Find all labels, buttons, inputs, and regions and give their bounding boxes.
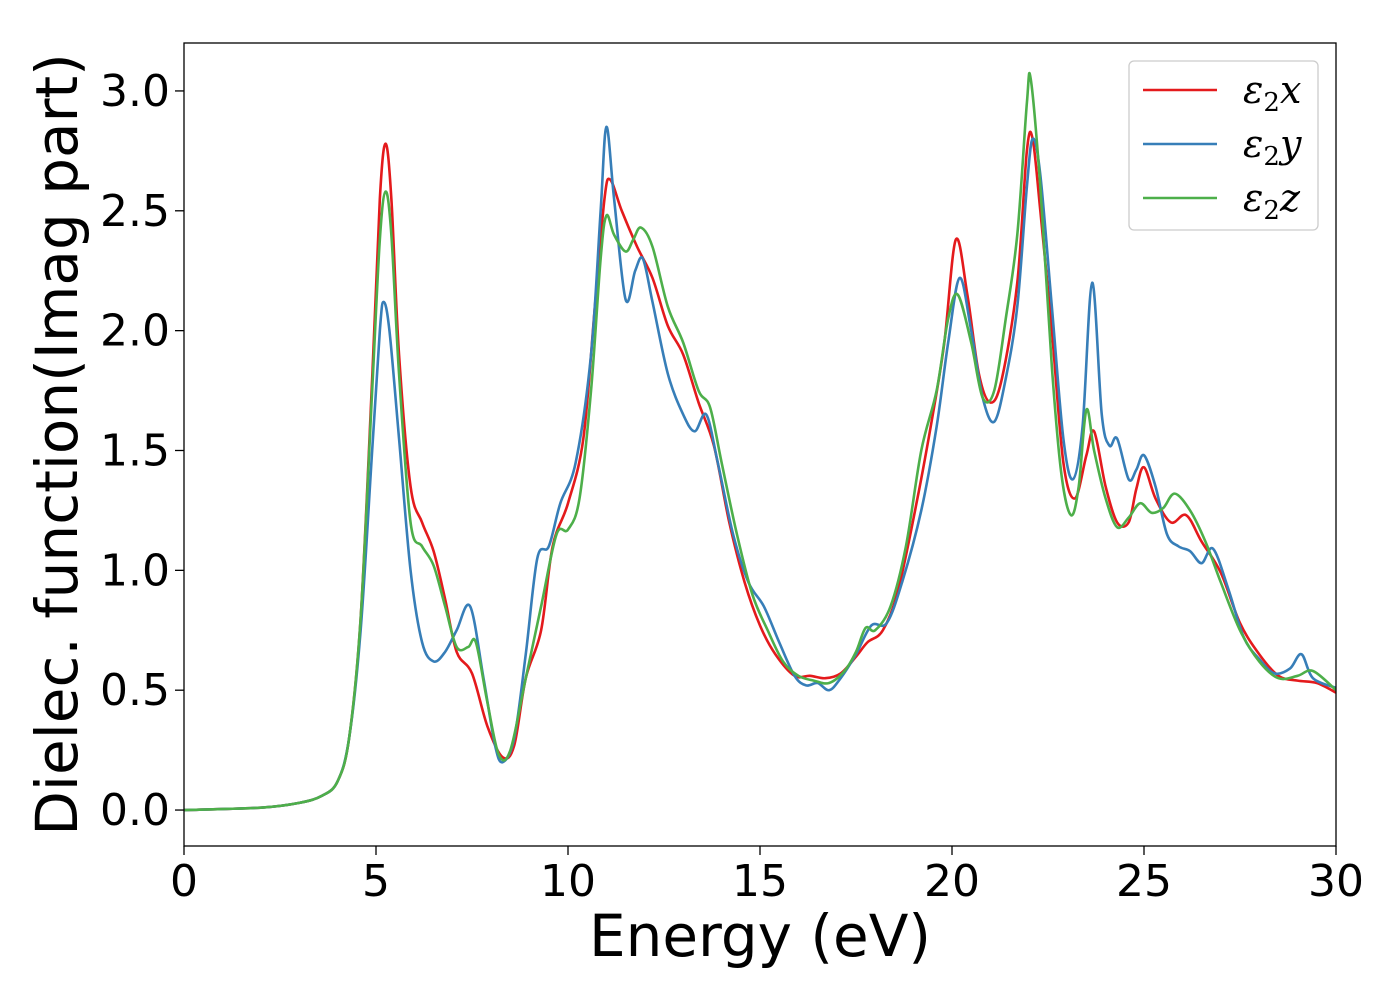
y-axis-label: Dielec. function(Imag part) [23,53,91,836]
legend-box [1128,60,1319,231]
x-tick-label: 10 [540,856,596,907]
x-tick-label: 25 [1116,856,1172,907]
y-tick-label: 0.5 [100,665,170,716]
y-axis: 0.0 0.5 1.0 1.5 2.0 2.5 3.0 [100,66,184,836]
y-tick-label: 1.5 [100,425,170,476]
legend-label-z: ε2z [1243,176,1301,226]
y-tick-label: 1.0 [100,545,170,596]
x-tick-label: 30 [1308,856,1364,907]
y-tick-label: 2.5 [100,186,170,237]
series-line-z [184,71,1336,812]
y-tick-label: 3.0 [100,66,170,117]
series-layer [184,71,1336,812]
x-axis-label: Energy (eV) [589,902,931,970]
legend-label-x: ε2x [1243,68,1301,118]
x-tick-label: 20 [924,856,980,907]
y-tick-label: 2.0 [100,306,170,357]
y-tick-label: 0.0 [100,785,170,836]
x-tick-label: 15 [732,856,788,907]
legend-label-y: ε2y [1243,122,1302,172]
x-tick-label: 0 [170,856,198,907]
series-line-x [184,130,1336,812]
x-axis: 0 5 10 15 20 25 30 [170,846,1364,907]
x-tick-label: 5 [362,856,390,907]
